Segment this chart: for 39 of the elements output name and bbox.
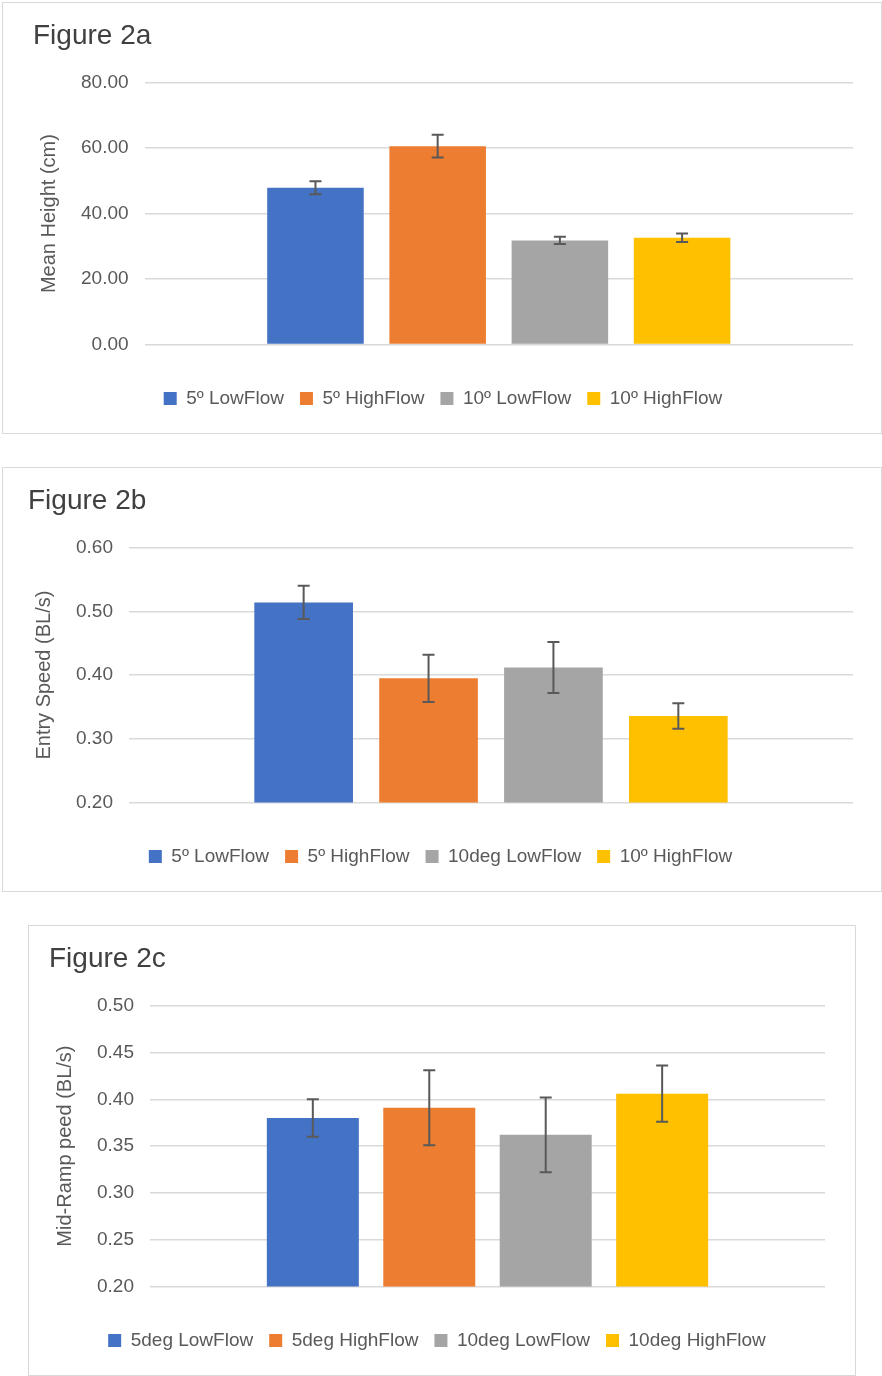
y-axis-title: Mid-Ramp peed (BL/s): [52, 1045, 75, 1247]
y-tick-label: 0.50: [76, 599, 113, 621]
bar: [267, 187, 364, 344]
legend-label: 5º HighFlow: [322, 386, 425, 408]
y-tick-label: 0.45: [97, 1040, 134, 1062]
bar: [633, 237, 731, 344]
y-tick-label: 0.20: [76, 790, 113, 812]
legend-label: 5º LowFlow: [171, 844, 270, 866]
legend-label: 5deg HighFlow: [291, 1328, 419, 1350]
legend-label: 10deg LowFlow: [456, 1328, 591, 1350]
legend-label: 10deg LowFlow: [448, 844, 582, 866]
legend-label: 5º HighFlow: [307, 844, 410, 866]
y-tick-label: 80.00: [81, 70, 129, 92]
y-tick-label: 0.50: [97, 993, 134, 1015]
bar: [389, 146, 486, 344]
y-tick-label: 0.20: [97, 1274, 134, 1296]
y-axis-title: Entry Speed (BL/s): [31, 590, 54, 760]
y-tick-label: 0.30: [97, 1181, 134, 1203]
y-tick-label: 0.40: [76, 663, 113, 685]
legend-label: 10º HighFlow: [609, 386, 723, 408]
y-tick-label: 60.00: [81, 136, 129, 158]
legend-label: 10º HighFlow: [619, 844, 733, 866]
y-tick-label: 0.30: [76, 727, 113, 749]
y-axis-title: Mean Height (cm): [36, 134, 59, 294]
legend-label: 10deg HighFlow: [628, 1328, 767, 1350]
y-tick-label: 20.00: [81, 267, 129, 289]
legend-label: 5deg LowFlow: [130, 1328, 254, 1350]
y-tick-label: 0.35: [97, 1134, 134, 1156]
y-tick-label: 0.25: [97, 1228, 134, 1249]
y-tick-label: 0.60: [76, 535, 113, 557]
chart-title: Figure 2a: [33, 18, 152, 50]
bar: [511, 240, 609, 344]
y-tick-label: 40.00: [81, 201, 129, 223]
chart-title: Figure 2b: [28, 483, 147, 515]
legend-label: 10º LowFlow: [462, 386, 572, 408]
y-tick-label: 0.00: [91, 332, 129, 354]
chart-title: Figure 2c: [49, 941, 166, 973]
legend-label: 5º LowFlow: [186, 386, 285, 408]
y-tick-label: 0.40: [97, 1087, 134, 1109]
